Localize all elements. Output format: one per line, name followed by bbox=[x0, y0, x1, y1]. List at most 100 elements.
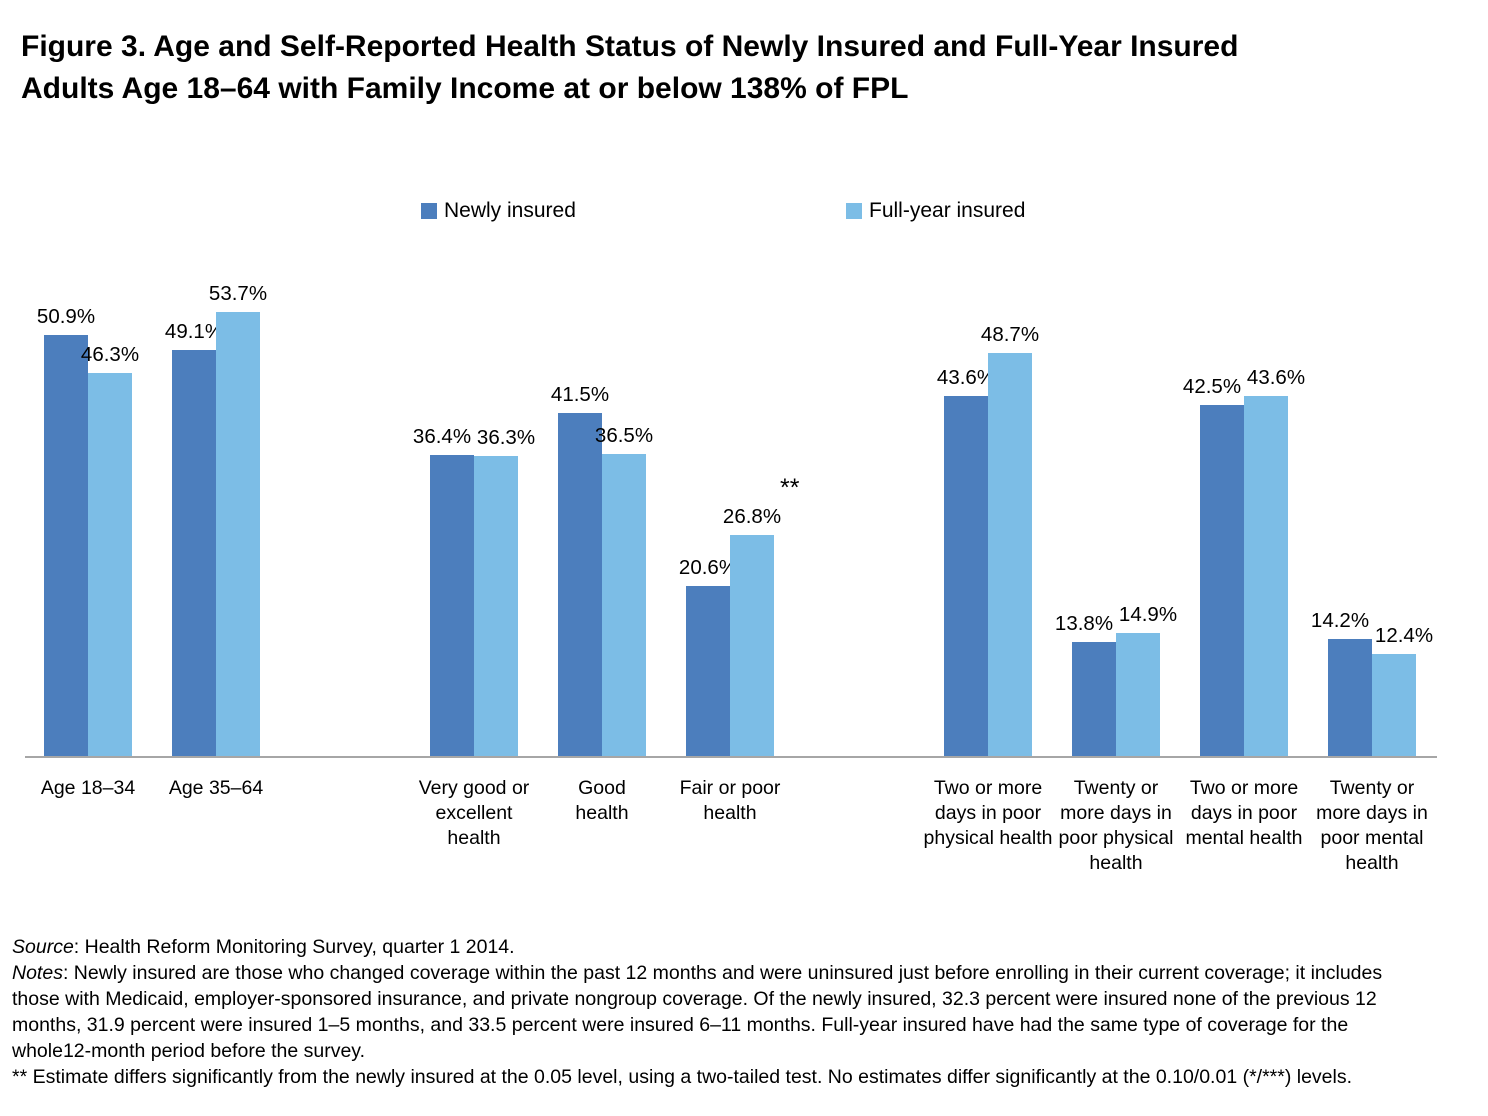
category-label-line: Two or more bbox=[933, 777, 1043, 799]
legend-label-newly-insured: Newly insured bbox=[444, 199, 576, 222]
bar-newly-insured: 50.9% bbox=[37, 305, 95, 756]
category-label-line: Twenty or bbox=[1073, 777, 1159, 799]
category-label-line: poor physical bbox=[1058, 827, 1174, 849]
category-label-line: health bbox=[1345, 852, 1399, 874]
notes-line: months, 31.9 percent were insured 1–5 mo… bbox=[12, 1014, 1349, 1036]
bar-pair: 49.1% 53.7% Age 35–64 bbox=[165, 260, 267, 799]
category-label-line: Twenty or bbox=[1329, 777, 1415, 799]
significance-note: ** Estimate differs significantly from t… bbox=[12, 1066, 1353, 1088]
bar-group: 43.6% 48.7% Two or more days in poor physica… bbox=[924, 260, 1434, 874]
notes-prefix: Notes bbox=[12, 962, 63, 984]
category-label: Age 35–64 bbox=[111, 776, 321, 801]
value-label: 26.8% bbox=[722, 504, 782, 528]
category-label-line: Very good or bbox=[418, 777, 530, 799]
category-label: Two or more days in poor physical health bbox=[883, 776, 1093, 851]
category-label-line: health bbox=[575, 802, 629, 824]
bar-newly-insured: 49.1% bbox=[165, 320, 223, 756]
figure-title-line-2: Adults Age 18–64 with Family Income at o… bbox=[21, 72, 909, 105]
value-label: 43.6% bbox=[1246, 365, 1306, 389]
value-label: 49.1% bbox=[164, 320, 224, 344]
value-label: 13.8% bbox=[1054, 611, 1114, 635]
source-line: Source: Health Reform Monitoring Survey,… bbox=[12, 934, 1462, 960]
bar-full-year-insured: 36.3% bbox=[474, 426, 535, 756]
notes-line: whole12-month period before the survey. bbox=[12, 1040, 366, 1062]
legend-swatch-full-year-insured-icon bbox=[846, 203, 862, 219]
bar-group: 50.9% 46.3% Age 18–34 49.1% 53.7% Age 35–64 bbox=[37, 260, 267, 799]
bar-pair: 50.9% 46.3% Age 18–34 bbox=[37, 260, 139, 799]
category-label-line: days in poor bbox=[1190, 802, 1298, 824]
bar-chart: 50.9% 46.3% Age 18–34 49.1% 53.7% Age 35–64 36… bbox=[25, 260, 1437, 874]
bar-newly-insured: 14.2% bbox=[1311, 609, 1372, 756]
category-label: Good health bbox=[497, 776, 707, 826]
notes-text: : Newly insured are those who changed co… bbox=[62, 962, 1383, 984]
category-label-line: Age 35–64 bbox=[168, 777, 264, 799]
category-label: Fair or poor health bbox=[625, 776, 835, 826]
bar-pair: 42.5% 43.6% Two or more days in poor mental … bbox=[1183, 260, 1305, 849]
value-label: 48.7% bbox=[980, 323, 1040, 347]
bar-newly-insured: 20.6% bbox=[679, 556, 737, 756]
value-label: 14.2% bbox=[1310, 608, 1370, 632]
value-label: 14.9% bbox=[1118, 602, 1178, 626]
category-label-line: more days in bbox=[1316, 802, 1428, 824]
bar-group: 36.4% 36.3% Very good or excellent health 41.… bbox=[413, 260, 800, 849]
source-prefix: Source bbox=[12, 936, 74, 958]
bar-newly-insured: 36.4% bbox=[413, 425, 474, 756]
value-label: 36.3% bbox=[476, 425, 536, 449]
bar-newly-insured: 13.8% bbox=[1055, 612, 1116, 756]
category-label-line: more days in bbox=[1060, 802, 1172, 824]
value-label: 50.9% bbox=[36, 305, 96, 329]
bar-full-year-insured: 14.9% bbox=[1116, 603, 1177, 756]
value-label: 36.5% bbox=[594, 424, 654, 448]
category-label-line: physical health bbox=[923, 827, 1053, 849]
category-label: Twenty or more days in poor mental health bbox=[1267, 776, 1477, 876]
bar-full-year-insured: 43.6% bbox=[1244, 366, 1305, 756]
value-label: 41.5% bbox=[550, 382, 610, 406]
bar-pair: 41.5% 36.5% Good health bbox=[551, 260, 653, 824]
figure-title: Figure 3. Age and Self-Reported Health S… bbox=[21, 26, 1421, 110]
category-label-line: Good bbox=[578, 777, 626, 799]
category-label-line: Age 18–34 bbox=[40, 777, 136, 799]
significance-asterisks: ** bbox=[780, 473, 800, 502]
legend-item-full-year-insured: Full-year insured bbox=[846, 199, 1025, 223]
bar-pair: 20.6% 26.8% ** Fair or poor health bbox=[679, 260, 800, 825]
notes-line: Notes: Newly insured are those who chang… bbox=[12, 960, 1462, 986]
value-label: 43.6% bbox=[936, 365, 996, 389]
bar-full-year-insured: 12.4% bbox=[1372, 624, 1433, 756]
bar-pair: 36.4% 36.3% Very good or excellent health bbox=[413, 260, 535, 849]
x-axis-line bbox=[25, 756, 1437, 758]
bar-full-year-insured: 26.8% ** bbox=[723, 474, 799, 756]
category-label: Age 18–34 bbox=[0, 776, 193, 801]
bar-newly-insured: 41.5% bbox=[551, 383, 609, 756]
legend-label-full-year-insured: Full-year insured bbox=[869, 199, 1026, 222]
category-label-line: excellent bbox=[435, 802, 513, 824]
notes-line: those with Medicaid, employer-sponsored … bbox=[12, 988, 1377, 1010]
legend-swatch-newly-insured-icon bbox=[421, 203, 437, 219]
bar-full-year-insured: 46.3% bbox=[81, 343, 139, 756]
category-label-line: health bbox=[1089, 852, 1143, 874]
category-label: Twenty or more days in poor physical health bbox=[1011, 776, 1221, 876]
bar-full-year-insured: 36.5% bbox=[595, 424, 653, 756]
category-label-line: poor mental bbox=[1320, 827, 1424, 849]
bar-newly-insured: 43.6% bbox=[937, 366, 995, 756]
bar-pair: 13.8% 14.9% Twenty or more days in poor phys… bbox=[1055, 260, 1177, 874]
value-label: 46.3% bbox=[80, 343, 140, 367]
notes: Source: Health Reform Monitoring Survey,… bbox=[12, 934, 1462, 1090]
figure-title-line-1: Figure 3. Age and Self-Reported Health S… bbox=[21, 30, 1239, 63]
category-label-line: health bbox=[447, 827, 501, 849]
bar-pair: 14.2% 12.4% Twenty or more days in poor ment… bbox=[1311, 260, 1433, 874]
category-label-line: Fair or poor bbox=[679, 777, 781, 799]
category-label-line: Two or more bbox=[1189, 777, 1299, 799]
value-label: 42.5% bbox=[1182, 374, 1242, 398]
value-label: 36.4% bbox=[412, 425, 472, 449]
category-label: Two or more days in poor mental health bbox=[1139, 776, 1349, 851]
source-text: : Health Reform Monitoring Survey, quart… bbox=[73, 936, 515, 958]
category-label-line: days in poor bbox=[934, 802, 1042, 824]
category-label-line: health bbox=[703, 802, 757, 824]
category-label: Very good or excellent health bbox=[369, 776, 579, 851]
bar-full-year-insured: 53.7% bbox=[209, 282, 267, 756]
value-label: 53.7% bbox=[208, 282, 268, 306]
bar-newly-insured: 42.5% bbox=[1183, 375, 1244, 756]
value-label: 20.6% bbox=[678, 555, 738, 579]
legend-item-newly-insured: Newly insured bbox=[421, 199, 576, 223]
